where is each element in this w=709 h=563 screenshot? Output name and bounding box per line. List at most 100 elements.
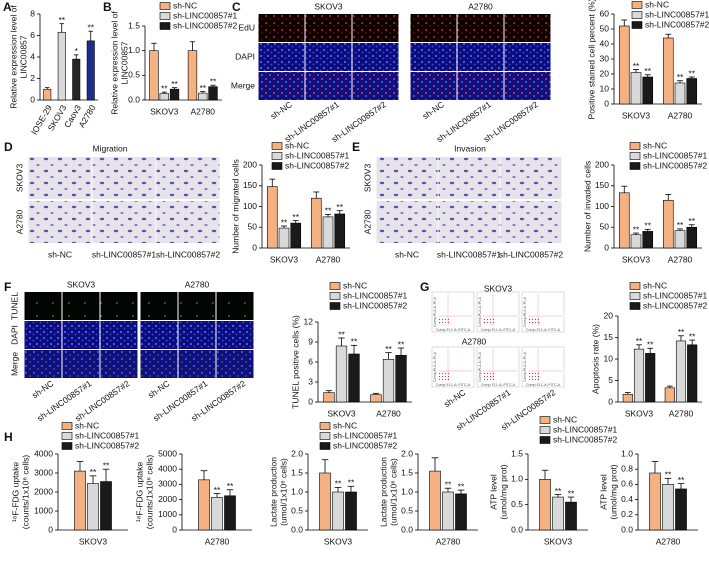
bar <box>662 199 674 249</box>
y-axis-label: (counts/1x10⁶ cells) <box>144 455 154 530</box>
group-header: A2780 <box>462 336 487 346</box>
legend-label: sh-NC <box>333 420 357 430</box>
micrograph <box>438 201 500 243</box>
legend-label: sh-NC <box>643 280 667 290</box>
significance: ** <box>445 479 452 489</box>
legend-swatch <box>631 11 643 19</box>
x-tick-label: SKOV3 <box>324 536 353 546</box>
group-header: SKOV3 <box>67 279 96 289</box>
y-tick-label: 200 <box>243 159 257 169</box>
bar <box>323 392 335 403</box>
micrograph <box>92 201 156 243</box>
micrograph <box>504 43 551 71</box>
events <box>439 372 449 380</box>
y-tick-label: 0.6 <box>621 479 633 489</box>
y-tick-label: 5000 <box>158 448 177 458</box>
bar <box>100 481 112 531</box>
legend-label: sh-LINC00857#2 <box>643 300 708 310</box>
legend-label: sh-LINC00857#1 <box>75 430 140 440</box>
legend-swatch <box>539 426 551 434</box>
micrograph <box>178 321 216 349</box>
y-tick-label: 3 <box>308 376 313 386</box>
legend-swatch <box>329 282 341 290</box>
y-axis-label: Comp-PL3-A::PI-A <box>478 297 482 327</box>
legend-swatch <box>159 12 171 20</box>
y-tick-label: 20 <box>600 68 610 78</box>
y-tick-label: 0 <box>48 524 53 534</box>
micrograph <box>305 43 352 71</box>
panel-letter: C <box>232 0 241 14</box>
legend-label: sh-LINC00857#2 <box>333 440 398 450</box>
bar <box>442 491 454 531</box>
column-label: sh-NC <box>48 249 72 259</box>
bar <box>429 470 441 531</box>
bar <box>335 345 348 403</box>
bar <box>345 491 357 531</box>
significance: ** <box>338 329 345 339</box>
x-tick-label: A2780 <box>190 106 215 116</box>
group-header: SKOV3 <box>314 1 343 11</box>
bar <box>208 86 218 101</box>
micrograph <box>28 157 92 199</box>
legend-swatch <box>61 432 73 440</box>
legend-label: sh-NC <box>553 414 577 424</box>
legend-swatch <box>159 22 171 30</box>
significance: ** <box>199 83 206 93</box>
legend-label: sh-NC <box>285 140 309 150</box>
column-label: sh-NC <box>395 249 419 259</box>
bar <box>278 227 290 249</box>
y-tick-label: 0 <box>252 242 257 252</box>
y-tick-label: 0 <box>30 94 35 104</box>
row-label: SKOV3 <box>14 164 24 193</box>
column-label: sh-NC <box>146 378 171 400</box>
micrograph <box>504 14 551 42</box>
legend-label: sh-LINC00857#2 <box>343 300 408 310</box>
bar <box>382 359 395 403</box>
y-tick-label: 60 <box>600 8 610 18</box>
x-tick-label: SKOV3 <box>327 408 356 418</box>
legend-swatch <box>629 152 641 160</box>
legend-swatch <box>329 302 341 310</box>
micrograph <box>28 201 92 243</box>
bar <box>87 483 99 531</box>
y-tick-label: 0.0 <box>291 524 303 534</box>
micrograph <box>24 321 62 349</box>
events <box>484 317 494 325</box>
y-tick-label: 1.0 <box>401 486 413 496</box>
y-tick-label: 4000 <box>158 463 177 473</box>
row-label: DAPI <box>9 325 19 345</box>
y-tick-label: 0.0 <box>401 524 413 534</box>
x-tick-label: A2780 <box>656 536 681 546</box>
x-axis-label: Comp-FL1-A::FITC-A <box>481 328 516 332</box>
micrograph <box>216 292 254 320</box>
y-tick-label: 100 <box>243 201 257 211</box>
column-label: sh-LINC00857#2 <box>499 249 564 259</box>
legend-swatch <box>631 1 643 9</box>
legend-label: sh-LINC00857#1 <box>553 424 618 434</box>
legend-label: sh-LINC00857#2 <box>645 19 709 29</box>
bar <box>630 72 642 105</box>
y-tick-label: 20 <box>604 310 614 320</box>
bar <box>149 50 159 101</box>
y-tick-label: 100 <box>595 201 609 211</box>
significance: ** <box>171 79 178 89</box>
legend-label: sh-LINC00857#1 <box>173 10 238 20</box>
y-tick-label: 12 <box>304 316 314 326</box>
y-tick-label: 15 <box>604 332 614 342</box>
micrograph <box>457 72 504 100</box>
bar <box>552 496 564 531</box>
y-tick-label: 0 <box>604 242 609 252</box>
bar <box>539 479 551 531</box>
y-tick-label: 1.5 <box>511 448 523 458</box>
micrograph <box>352 43 399 71</box>
y-tick-label: 6 <box>30 30 35 40</box>
y-tick-label: 0.8 <box>621 463 633 473</box>
significance: ** <box>689 331 696 341</box>
micrograph <box>376 201 438 243</box>
y-tick-label: 50 <box>600 23 610 33</box>
y-tick-label: 4000 <box>34 448 53 458</box>
y-tick-label: 5 <box>608 375 613 385</box>
micrograph <box>258 43 305 71</box>
x-axis-label: Comp-FL1-A::FITC-A <box>526 383 561 387</box>
